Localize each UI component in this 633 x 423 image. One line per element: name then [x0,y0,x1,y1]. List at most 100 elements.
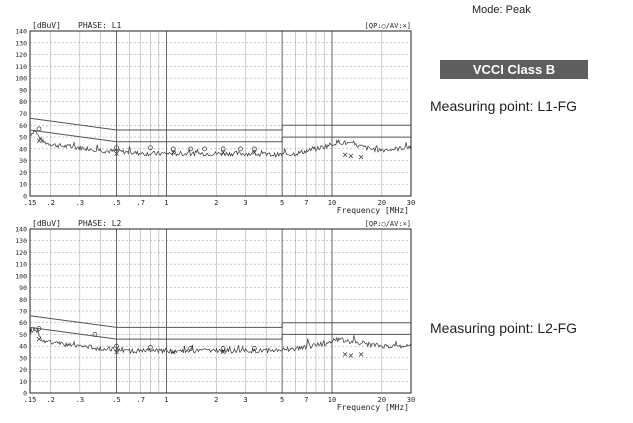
mode-label: Mode: Peak [472,4,531,16]
qp-marker [202,146,207,152]
chart-2: 1401301201101009080706050403020100.15.2.… [15,219,415,412]
x-tick-label: 5 [280,199,284,207]
measuring-point-l1-label: Measuring point: L1-FG [430,98,578,114]
y-tick-label: 40 [19,145,27,153]
x-tick-label: 1 [164,199,168,207]
qp-marker [188,346,193,351]
phase-label: PHASE: L1 [78,21,122,30]
y-tick-label: 140 [15,28,27,36]
phase-label: PHASE: L2 [78,219,122,228]
plot-frame [29,30,412,197]
y-tick-label: 120 [15,249,27,257]
qp-limit-line [29,117,411,131]
x-tick-label: 30 [407,396,415,404]
y-tick-label: 90 [19,284,27,292]
y-tick-label: 130 [15,39,27,47]
av-marker [220,349,226,355]
qp-marker [220,146,226,152]
x-axis-label: Frequency [MHz] [337,206,409,215]
qp-marker [148,145,153,151]
av-marker [342,152,348,157]
av-limit-line [29,326,411,340]
x-tick-label: .7 [137,396,145,404]
x-tick-label: .3 [76,199,84,207]
y-tick-label: 30 [19,157,27,165]
av-marker [171,349,176,355]
av-marker [342,352,348,357]
qp-marker [220,346,226,351]
x-tick-label: 7 [304,396,308,404]
x-tick-label: .3 [76,396,84,404]
x-tick-label: .2 [46,396,54,404]
x-tick-label: .2 [46,199,54,207]
qp-marker [36,126,42,132]
av-marker [348,153,354,159]
av-marker [36,336,42,342]
y-tick-label: 70 [19,110,27,118]
x-tick-label: 20 [378,199,386,207]
x-tick-label: 7 [304,199,308,207]
av-marker [252,150,257,155]
qp-marker [114,343,119,349]
y-tick-label: 100 [15,272,27,280]
y-tick-label: 60 [19,319,27,327]
chart-1: 1401301201101009080706050403020100.15.2.… [15,21,415,215]
av-marker [36,138,42,143]
unit-label: [dBuV] [32,219,61,228]
legend-text: [QP:○/AV:×] [365,220,411,228]
y-tick-label: 0 [23,193,27,201]
y-tick-label: 60 [19,122,27,130]
x-tick-label: 20 [378,396,386,404]
plot-frame [29,228,412,394]
vcci-class-badge: VCCI Class B [440,60,588,79]
av-limit-line [29,129,411,143]
y-tick-label: 50 [19,331,27,339]
measuring-point-l2-label: Measuring point: L2-FG [430,320,578,336]
y-tick-label: 80 [19,98,27,106]
x-tick-label: .15 [24,199,37,207]
x-tick-label: 5 [280,396,284,404]
y-tick-label: 70 [19,308,27,316]
y-tick-label: 40 [19,343,27,351]
peak-trace-line [29,129,412,158]
qp-marker [252,346,257,351]
qp-marker [114,145,119,151]
qp-limit-line [29,315,411,328]
x-tick-label: .5 [112,396,120,404]
y-tick-label: 50 [19,134,27,142]
peak-trace-line [29,326,412,355]
x-tick-label: 10 [328,199,336,207]
y-tick-label: 10 [19,181,27,189]
av-marker [114,349,119,355]
y-tick-label: 20 [19,366,27,374]
x-axis-label: Frequency [MHz] [337,403,409,412]
av-marker [358,352,364,357]
x-tick-label: .15 [24,396,37,404]
y-tick-label: 30 [19,354,27,362]
x-tick-label: 2 [214,199,218,207]
av-marker [220,150,226,155]
y-tick-label: 80 [19,296,27,304]
x-tick-label: 3 [243,199,247,207]
qp-marker [238,146,243,152]
x-tick-label: .5 [112,199,120,207]
y-tick-label: 140 [15,226,27,234]
y-tick-label: 90 [19,86,27,94]
qp-marker [188,146,193,152]
qp-marker [252,146,257,152]
qp-marker [148,344,153,350]
qp-marker [170,146,176,152]
y-tick-label: 120 [15,51,27,59]
qp-marker [92,332,98,337]
av-marker [348,353,354,358]
av-marker [114,151,119,156]
legend-text: [QP:○/AV:×] [365,22,411,30]
qp-marker [36,326,42,331]
y-tick-label: 110 [15,261,27,269]
x-tick-label: 30 [407,199,415,207]
x-tick-label: 1 [164,396,168,404]
x-tick-label: 2 [214,396,218,404]
x-tick-label: .7 [137,199,145,207]
y-tick-label: 10 [19,378,27,386]
